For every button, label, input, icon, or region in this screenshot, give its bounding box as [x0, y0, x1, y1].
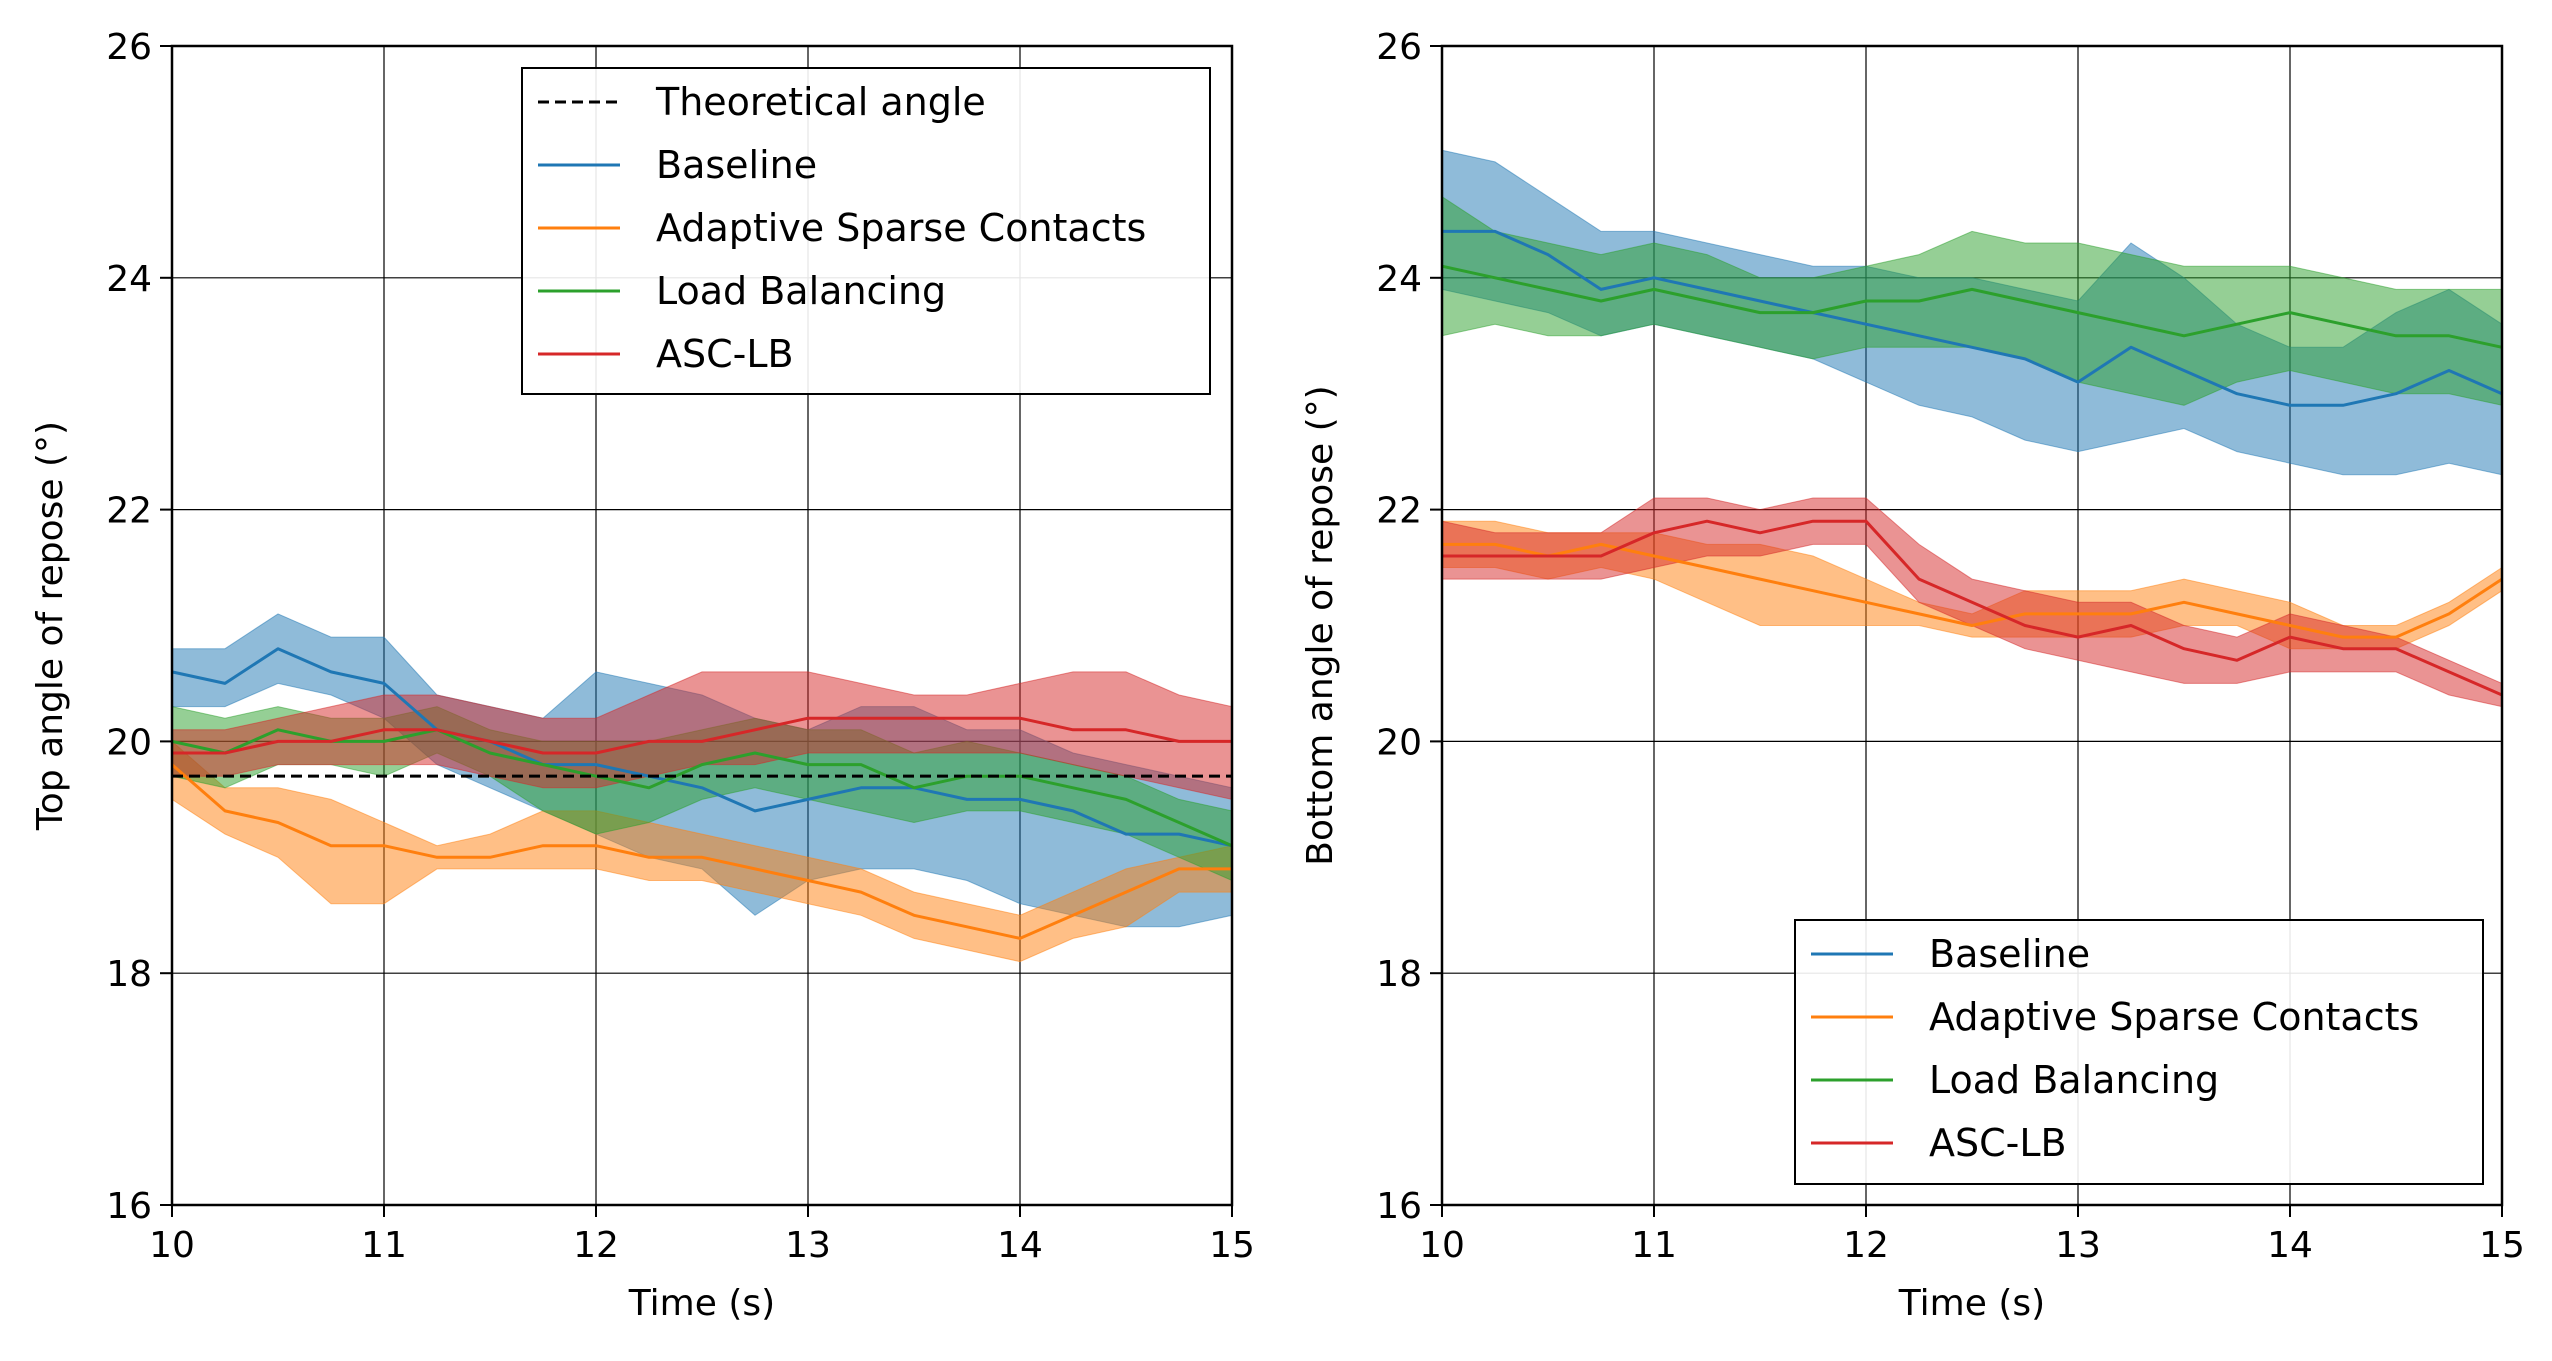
legend-label: Load Balancing: [1929, 1058, 2219, 1102]
legend-label: Adaptive Sparse Contacts: [1929, 995, 2419, 1039]
series-line-3: [172, 716, 1232, 755]
legend-label: Adaptive Sparse Contacts: [656, 206, 1146, 250]
x-tick-label: 10: [1419, 1225, 1465, 1266]
x-tick-label: 12: [1843, 1225, 1889, 1266]
series-line-0: [1442, 229, 2503, 407]
series-line-2: [171, 728, 1233, 848]
x-axis-label: Time (s): [628, 1283, 775, 1324]
x-tick-label: 13: [2055, 1225, 2101, 1266]
legend: Baseline Adaptive Sparse Contacts Load Bal…: [1794, 919, 2484, 1185]
series-line-1: [171, 763, 1232, 940]
chart-panel-bottom: 10 11 12 13 14 15 16 18 20 22 24 26 Time (s) Bottom a…: [1300, 27, 2525, 1324]
series-line-0: [171, 647, 1233, 848]
chart-panel-top: 10 11 12 13 14 15 16 18 20 22 24 26 Time (s) Top angl…: [30, 27, 1255, 1324]
x-tick-label: 15: [2479, 1225, 2525, 1266]
plot-frame: [1440, 44, 2504, 1207]
y-axis-label: Bottom angle of repose (°): [1300, 385, 1341, 865]
y-tick-label: 26: [106, 27, 152, 68]
y-tick-label: 22: [1376, 491, 1422, 532]
legend-box: [1794, 919, 2484, 1185]
legend-label: Theoretical angle: [655, 80, 986, 124]
x-tick-label: 10: [149, 1225, 195, 1266]
y-tick-label: 16: [1376, 1186, 1422, 1227]
x-tick-label: 14: [997, 1225, 1043, 1266]
y-axis-label: Top angle of repose (°): [30, 421, 71, 831]
legend-box: [521, 67, 1211, 395]
x-tick-label: 15: [1209, 1225, 1255, 1266]
legend-label: Baseline: [1929, 932, 2090, 976]
x-axis-label: Time (s): [1898, 1283, 2045, 1324]
y-tick-label: 16: [106, 1186, 152, 1227]
y-tick-label: 24: [106, 259, 152, 300]
legend-label: ASC-LB: [1929, 1121, 2067, 1165]
y-tick-label: 20: [1376, 722, 1422, 763]
legend-label: Baseline: [656, 143, 817, 187]
x-tick-label: 11: [361, 1225, 407, 1266]
legend: Theoretical angle Baseline Adaptive Sparse…: [521, 67, 1211, 395]
x-tick-label: 11: [1631, 1225, 1677, 1266]
series-line-2: [1441, 264, 2503, 349]
legend-label: Load Balancing: [656, 269, 946, 313]
x-tick-label: 13: [785, 1225, 831, 1266]
y-tick-label: 22: [106, 491, 152, 532]
legend-label: ASC-LB: [656, 332, 794, 376]
plot-frame: [170, 44, 1234, 1207]
y-tick-label: 18: [1376, 954, 1422, 995]
series-line-3: [1442, 519, 2503, 697]
y-tick-label: 18: [106, 954, 152, 995]
y-tick-label: 24: [1376, 259, 1422, 300]
x-tick-label: 12: [573, 1225, 619, 1266]
y-tick-label: 26: [1376, 27, 1422, 68]
x-tick-label: 14: [2267, 1225, 2313, 1266]
y-tick-label: 20: [106, 722, 152, 763]
